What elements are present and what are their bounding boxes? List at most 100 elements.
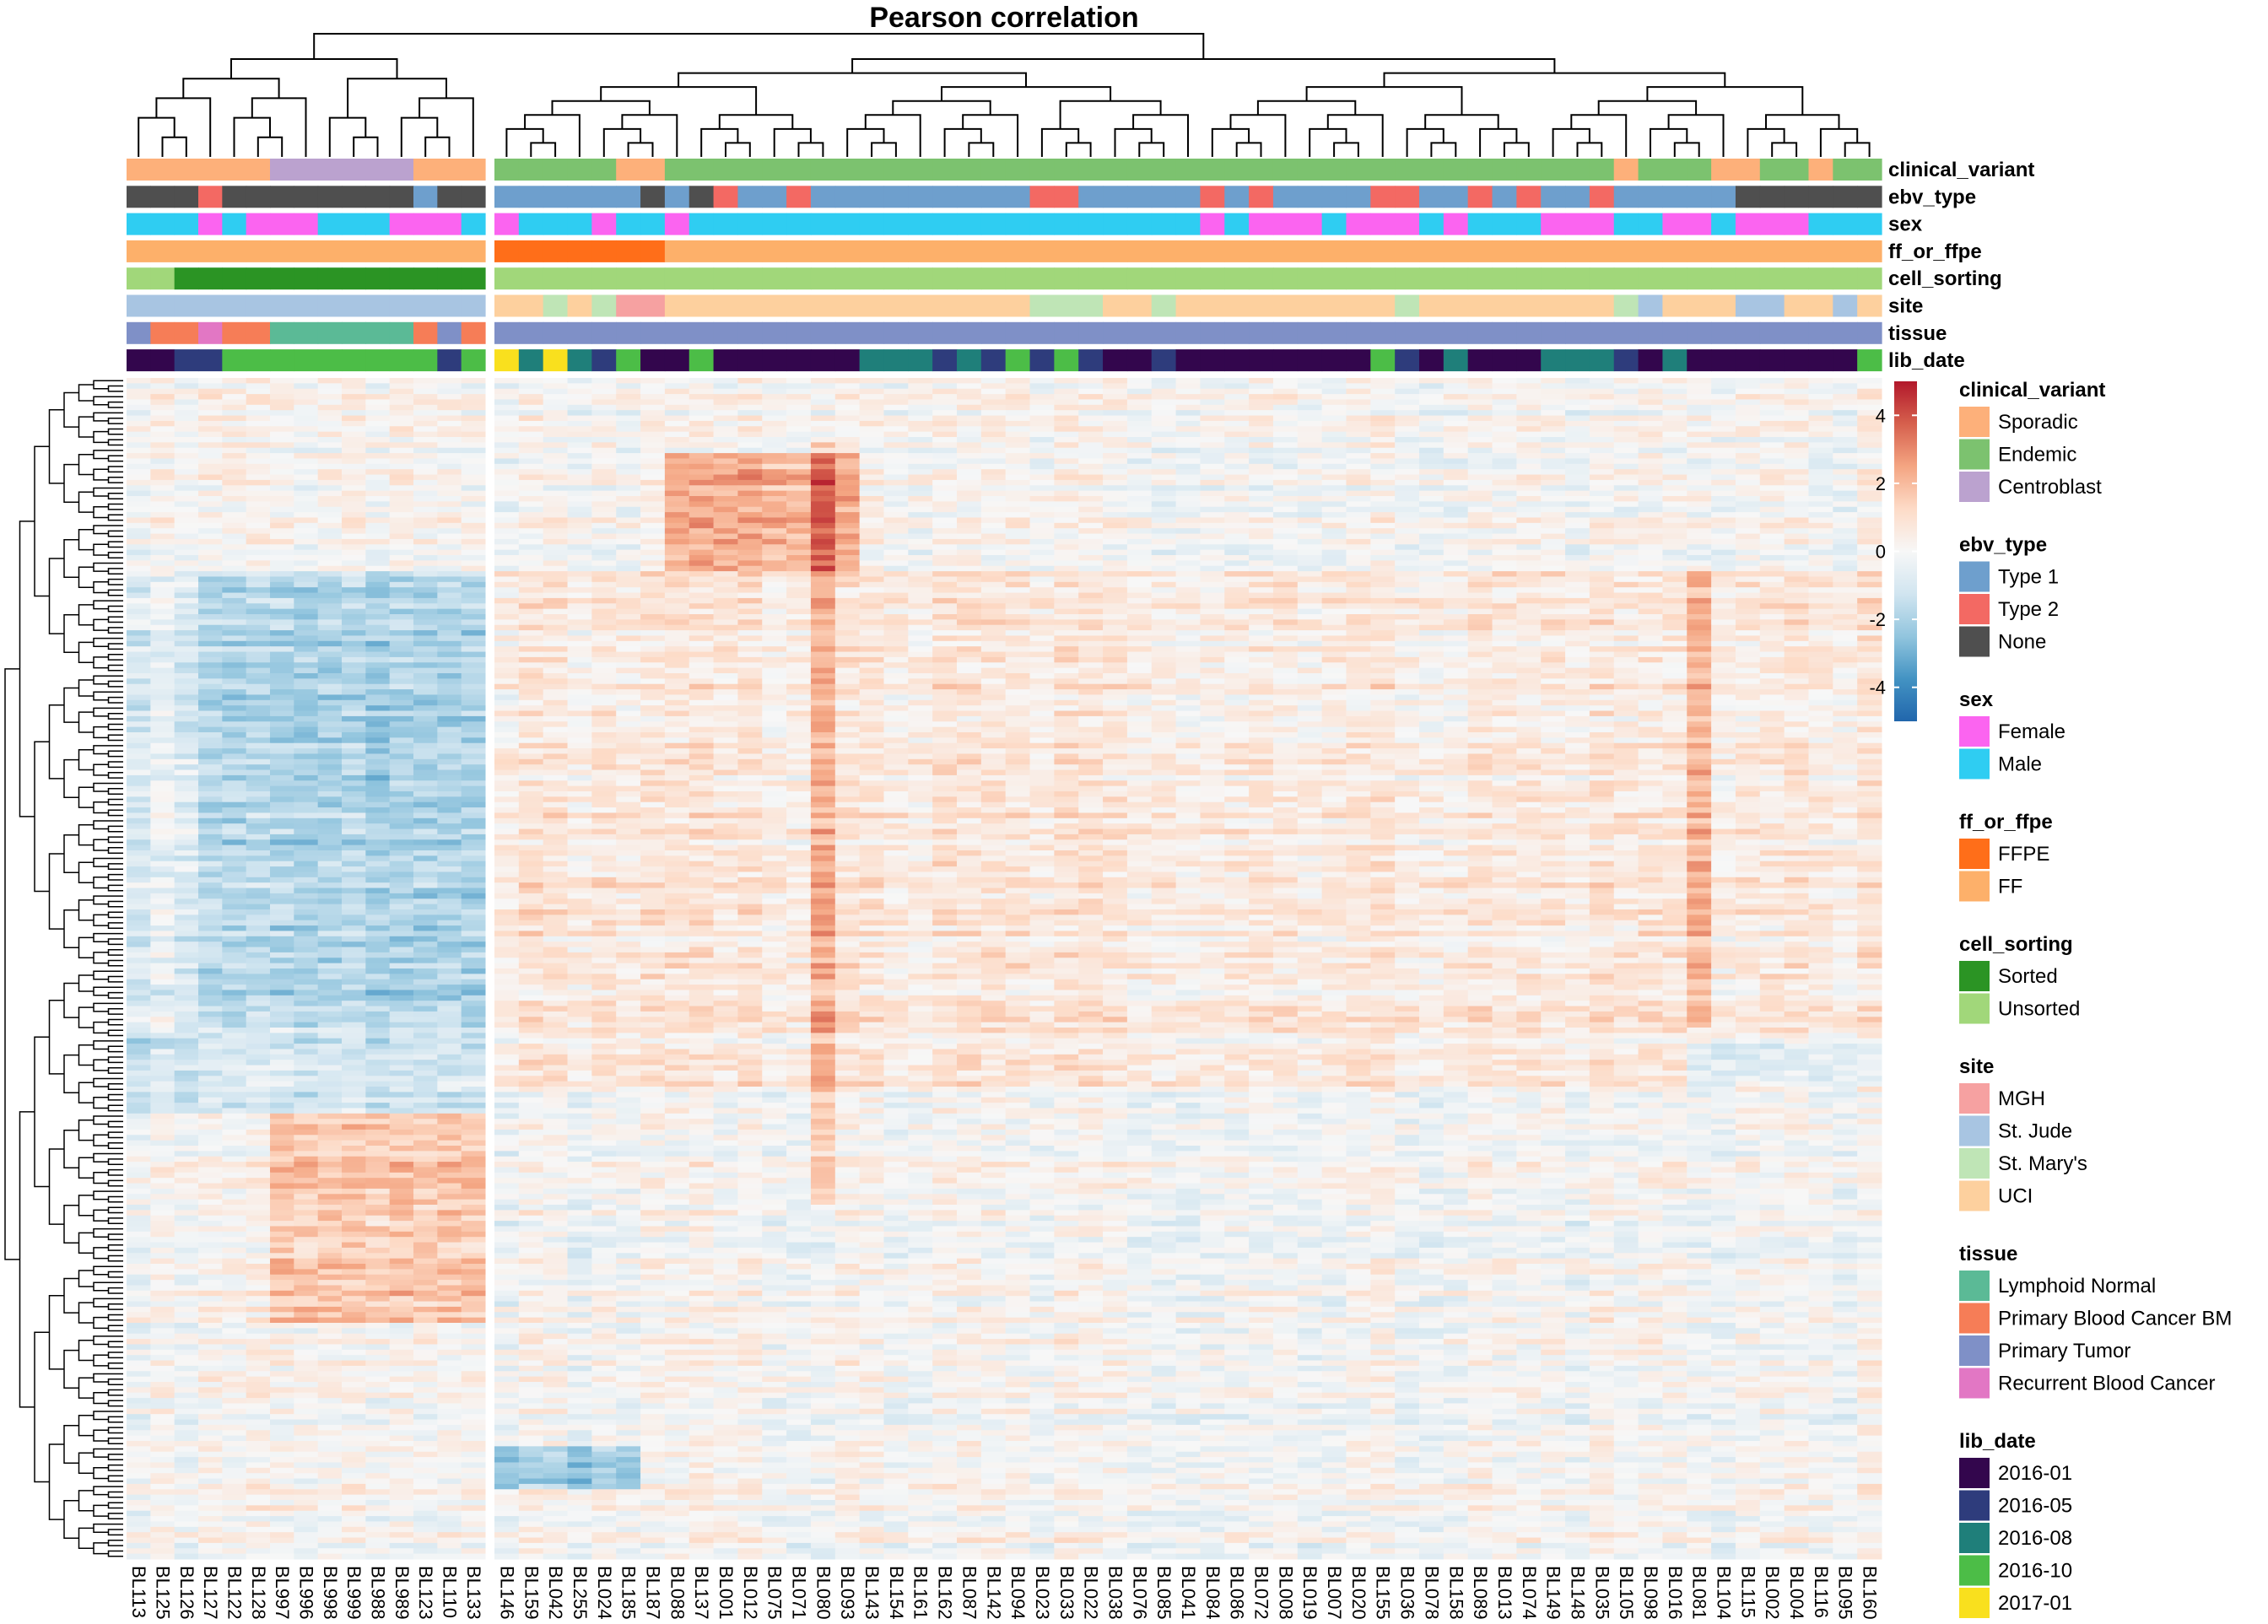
- heat-cell: [688, 571, 715, 577]
- heat-cell: [461, 571, 486, 577]
- heat-cell: [127, 394, 151, 400]
- track-cell: [834, 213, 861, 235]
- heat-cell: [1565, 662, 1590, 669]
- heat-cell: [1516, 538, 1542, 545]
- heat-cell: [932, 399, 958, 406]
- heat-cell: [957, 608, 982, 615]
- heat-cell: [786, 420, 812, 427]
- heat-cell: [1054, 597, 1079, 604]
- heat-cell: [1565, 608, 1590, 615]
- heat-cell: [437, 576, 462, 583]
- heat-cell: [1833, 485, 1858, 492]
- heat-cell: [222, 528, 247, 535]
- heat-cell: [1370, 549, 1396, 556]
- heat-cell: [1126, 630, 1153, 636]
- heat-cell: [413, 624, 438, 631]
- heat-cell: [437, 453, 462, 459]
- heat-cell: [834, 485, 861, 492]
- heat-cell: [1175, 614, 1201, 620]
- heat-cell: [1200, 544, 1225, 551]
- heat-cell: [518, 517, 544, 524]
- heat-cell: [1419, 517, 1444, 524]
- heat-cell: [1735, 399, 1761, 406]
- heat-cell: [859, 630, 884, 636]
- heat-cell: [437, 447, 462, 454]
- heat-cell: [932, 442, 958, 449]
- heat-cell: [908, 420, 933, 427]
- heat-cell: [1419, 458, 1444, 465]
- heat-cell: [762, 646, 787, 653]
- heat-cell: [294, 501, 319, 508]
- heat-cell: [859, 522, 884, 529]
- heat-cell: [1151, 479, 1177, 486]
- heat-cell: [1638, 603, 1663, 610]
- track-cell: [389, 294, 414, 317]
- heat-cell: [1711, 619, 1736, 626]
- track-cell: [932, 213, 958, 235]
- track-cell: [567, 294, 592, 317]
- heat-cell: [494, 522, 520, 529]
- heat-cell: [413, 640, 438, 647]
- track-cell: [1833, 321, 1858, 344]
- heat-cell: [174, 479, 199, 486]
- heat-cell: [1029, 662, 1055, 669]
- heat-cell: [1735, 378, 1761, 384]
- heat-cell: [1200, 426, 1225, 433]
- heat-cell: [1029, 603, 1055, 610]
- heat-cell: [664, 404, 690, 411]
- track-cell: [1516, 294, 1542, 317]
- track-cell: [1029, 213, 1055, 235]
- heat-cell: [1078, 512, 1104, 518]
- heat-cell: [1565, 581, 1590, 588]
- heat-cell: [1565, 522, 1590, 529]
- heat-cell: [1492, 576, 1517, 583]
- heat-cell: [413, 533, 438, 540]
- heat-cell: [222, 463, 247, 470]
- heat-cell: [222, 431, 247, 438]
- heat-cell: [1103, 522, 1128, 529]
- track-cell: [1589, 294, 1615, 317]
- heat-cell: [150, 528, 176, 535]
- row-dendro-branch: [93, 1298, 123, 1308]
- heat-cell: [342, 522, 366, 529]
- heat-cell: [342, 646, 366, 653]
- heat-cell: [246, 437, 271, 443]
- heat-cell: [957, 538, 982, 545]
- heat-cell: [688, 538, 715, 545]
- heat-cell: [1395, 394, 1420, 400]
- heat-cell: [1249, 538, 1274, 545]
- heat-cell: [294, 571, 319, 577]
- heat-cell: [1516, 522, 1542, 529]
- heat-cell: [810, 614, 836, 620]
- heat-cell: [389, 544, 414, 551]
- heat-cell: [518, 463, 544, 470]
- heat-cell: [1346, 576, 1371, 583]
- heat-cell: [1565, 437, 1590, 443]
- heat-cell: [616, 490, 641, 497]
- track-cell: [127, 267, 151, 290]
- heat-cell: [908, 458, 933, 465]
- heat-cell: [222, 479, 247, 486]
- heat-cell: [389, 388, 414, 395]
- heat-cell: [1565, 458, 1590, 465]
- row-dendro-branch: [63, 687, 79, 723]
- track-cell: [834, 240, 861, 262]
- heat-cell: [859, 410, 884, 417]
- heat-cell: [762, 410, 787, 417]
- row-dendro-branch: [78, 1082, 94, 1103]
- heat-cell: [1565, 549, 1590, 556]
- heat-cell: [1541, 442, 1566, 449]
- track-cell: [1541, 267, 1566, 290]
- heat-cell: [1565, 640, 1590, 647]
- dendro-branch: [256, 136, 284, 157]
- heat-cell: [1419, 549, 1444, 556]
- track-cell: [859, 349, 885, 372]
- heat-cell: [1175, 603, 1201, 610]
- heat-cell: [1565, 544, 1590, 551]
- track-cell: [859, 240, 885, 262]
- heat-cell: [1395, 571, 1420, 577]
- heat-cell: [1005, 667, 1031, 674]
- heat-cell: [1054, 592, 1079, 599]
- heat-cell: [932, 496, 958, 502]
- heat-cell: [1200, 640, 1225, 647]
